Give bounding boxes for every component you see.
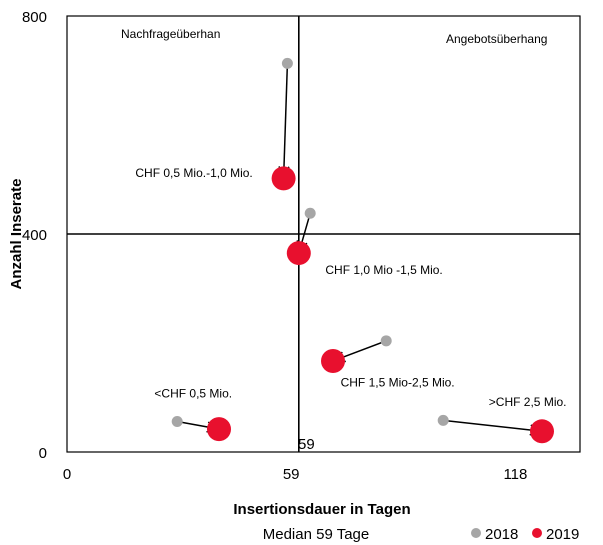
legend-label-2018: 2018 [485, 526, 518, 543]
point-labels: <CHF 0,5 Mio. CHF 0,5 Mio.-1,0 Mio. CHF 1,… [135, 166, 566, 409]
category-label: >CHF 2,5 Mio. [489, 395, 567, 409]
point-2019 [207, 417, 231, 442]
point-2019 [286, 241, 311, 266]
x-tick-label: 59 [283, 466, 300, 483]
legend-label-2019: 2019 [546, 526, 579, 543]
legend: 2018 2019 [471, 526, 579, 543]
change-arrow [443, 419, 540, 431]
x-tick-label-overlay: 59 [298, 436, 315, 453]
x-tick-labels: 0 59 118 59 [63, 436, 528, 483]
y-tick-label: 400 [22, 227, 47, 244]
median-note: Median 59 Tage [263, 526, 369, 543]
point-2018 [304, 207, 316, 219]
y-tick-label: 0 [39, 445, 47, 462]
point-2018 [171, 415, 183, 427]
category-label: <CHF 0,5 Mio. [154, 387, 232, 401]
x-tick-label: 0 [63, 466, 71, 483]
point-2019 [271, 166, 296, 191]
points [171, 57, 554, 444]
category-label: CHF 1,5 Mio-2,5 Mio. [341, 376, 455, 390]
category-label: CHF 0,5 Mio.-1,0 Mio. [135, 166, 252, 180]
x-axis-title: Insertionsdauer in Tagen [233, 501, 410, 518]
legend-marker-2018 [471, 528, 481, 538]
legend-marker-2019 [532, 528, 542, 538]
change-arrow [284, 63, 288, 176]
x-tick-label: 118 [503, 466, 527, 483]
quadrant-label-top-left: Nachfrageüberhan [121, 27, 220, 41]
point-2018 [380, 335, 392, 347]
y-tick-labels: 0 400 800 [22, 9, 47, 462]
point-2018 [437, 414, 449, 426]
point-2019 [321, 348, 345, 373]
category-label: CHF 1,0 Mio -1,5 Mio. [325, 263, 442, 277]
y-axis-title: Anzahl Inserate [8, 179, 25, 290]
point-2018 [281, 57, 293, 69]
y-tick-label: 800 [22, 9, 47, 26]
quadrant-label-top-right: Angebotsüberhang [446, 32, 547, 46]
point-2019 [530, 419, 554, 444]
